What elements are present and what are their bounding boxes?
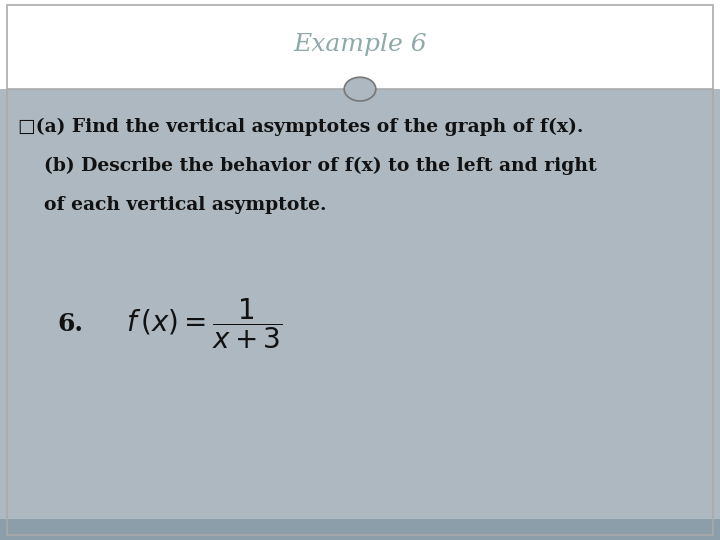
- Text: of each vertical asymptote.: of each vertical asymptote.: [18, 195, 326, 214]
- Bar: [0, 0, 720, 89]
- Text: $f\,(x)=\dfrac{1}{x+3}$: $f\,(x)=\dfrac{1}{x+3}$: [126, 296, 282, 352]
- Text: (b) Describe the behavior of f(x) to the left and right: (b) Describe the behavior of f(x) to the…: [18, 157, 597, 175]
- Bar: [0, 89, 720, 519]
- Text: 6.: 6.: [58, 312, 84, 336]
- Text: Example 6: Example 6: [293, 33, 427, 56]
- Circle shape: [344, 77, 376, 101]
- Bar: [0, 519, 720, 540]
- Text: □(a) Find the vertical asymptotes of the graph of f(x).: □(a) Find the vertical asymptotes of the…: [18, 118, 583, 136]
